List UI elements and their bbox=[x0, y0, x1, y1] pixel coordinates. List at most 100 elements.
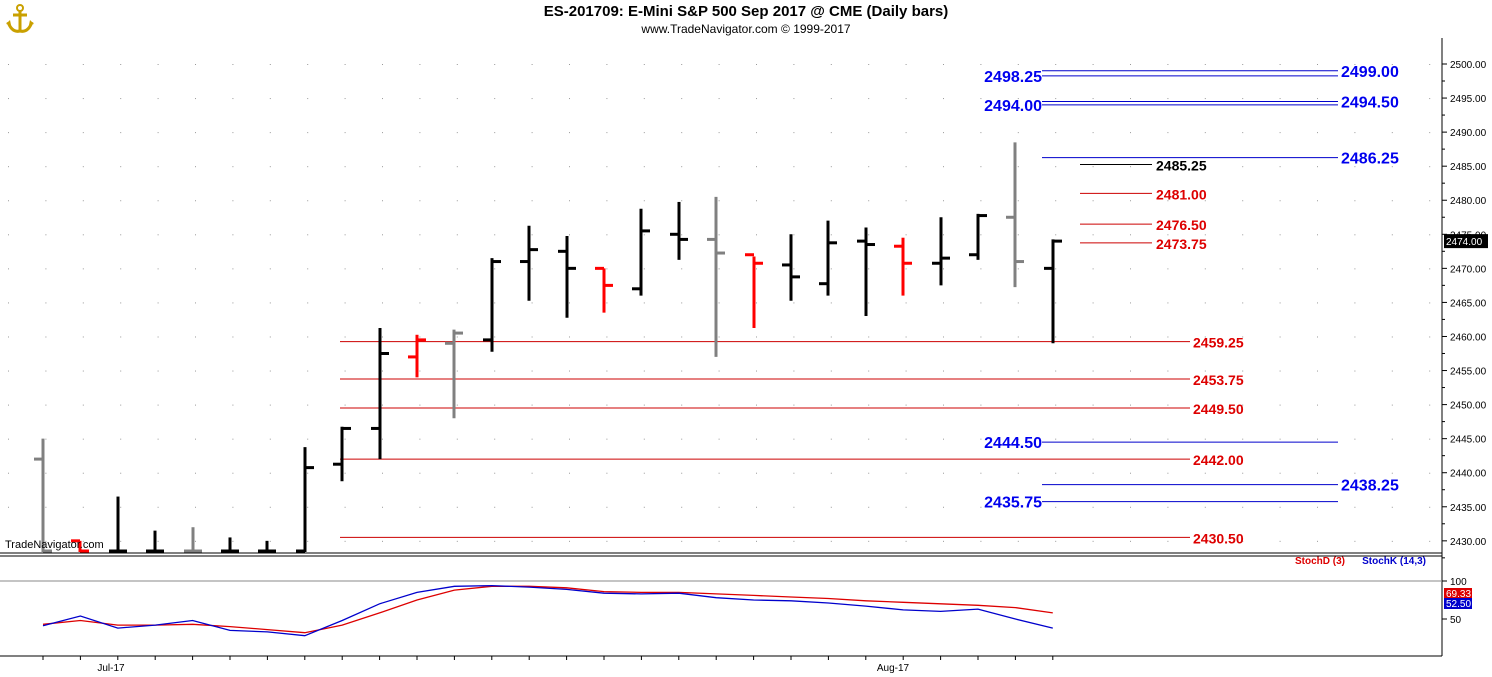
grid-dot bbox=[82, 370, 84, 372]
grid-dot bbox=[1055, 336, 1057, 338]
grid-dot bbox=[980, 302, 982, 304]
grid-dot bbox=[120, 438, 122, 440]
grid-dot bbox=[419, 200, 421, 202]
grid-dot bbox=[120, 98, 122, 100]
grid-dot bbox=[980, 472, 982, 474]
grid-dot bbox=[1017, 200, 1019, 202]
grid-dot bbox=[494, 166, 496, 168]
grid-dot bbox=[905, 472, 907, 474]
grid-dot bbox=[980, 540, 982, 542]
grid-dot bbox=[269, 336, 271, 338]
grid-dot bbox=[830, 370, 832, 372]
grid-dot bbox=[120, 200, 122, 202]
grid-dot bbox=[494, 234, 496, 236]
grid-dot bbox=[1204, 200, 1206, 202]
grid-dot bbox=[756, 268, 757, 270]
grid-dot bbox=[681, 336, 683, 338]
grid-dot bbox=[943, 370, 944, 372]
ohlc-bar bbox=[782, 234, 800, 301]
grid-dot bbox=[1317, 336, 1318, 338]
grid-dot bbox=[1092, 98, 1094, 100]
grid-dot bbox=[606, 506, 608, 508]
grid-dot bbox=[494, 268, 496, 270]
chart-header: ES-201709: E-Mini S&P 500 Sep 2017 @ CME… bbox=[0, 0, 1492, 38]
grid-dot bbox=[382, 132, 383, 134]
grid-dot bbox=[830, 506, 832, 508]
grid-dot bbox=[793, 302, 795, 304]
grid-dot bbox=[1242, 506, 1244, 508]
grid-dot bbox=[1242, 132, 1244, 134]
grid-dot bbox=[157, 234, 159, 236]
grid-dot bbox=[756, 540, 757, 542]
grid-dot bbox=[756, 234, 757, 236]
grid-dot bbox=[1317, 540, 1318, 542]
grid-dot bbox=[1092, 438, 1094, 440]
grid-dot bbox=[1055, 132, 1057, 134]
grid-dot bbox=[1317, 234, 1318, 236]
grid-dot bbox=[1242, 200, 1244, 202]
grid-dot bbox=[1429, 200, 1431, 202]
grid-dot bbox=[718, 540, 720, 542]
grid-dot bbox=[456, 472, 458, 474]
grid-dot bbox=[45, 336, 47, 338]
grid-dot bbox=[8, 166, 9, 168]
grid-dot bbox=[157, 506, 159, 508]
grid-dot bbox=[1017, 370, 1019, 372]
grid-dot bbox=[531, 268, 533, 270]
grid-dot bbox=[756, 302, 757, 304]
grid-dot bbox=[419, 302, 421, 304]
grid-dot bbox=[606, 200, 608, 202]
ohlc-bar bbox=[146, 530, 164, 553]
grid-dot bbox=[718, 268, 720, 270]
grid-dot bbox=[1130, 98, 1131, 100]
grid-dot bbox=[307, 268, 309, 270]
grid-dot bbox=[1017, 98, 1019, 100]
grid-dot bbox=[718, 472, 720, 474]
grid-dot bbox=[1317, 506, 1318, 508]
grid-dot bbox=[943, 200, 944, 202]
grid-dot bbox=[456, 506, 458, 508]
grid-dot bbox=[120, 166, 122, 168]
grid-dot bbox=[643, 336, 645, 338]
grid-dot bbox=[1391, 540, 1393, 542]
grid-dot bbox=[756, 404, 757, 406]
grid-dot bbox=[1017, 64, 1019, 65]
grid-dot bbox=[8, 64, 9, 65]
grid-dot bbox=[1429, 64, 1431, 65]
grid-dot bbox=[494, 404, 496, 406]
grid-dot bbox=[382, 540, 383, 542]
grid-dot bbox=[456, 166, 458, 168]
grid-dot bbox=[943, 302, 944, 304]
grid-dot bbox=[943, 166, 944, 168]
grid-dot bbox=[232, 234, 234, 236]
price-tick-label: 2430.00 bbox=[1450, 537, 1487, 548]
grid-dot bbox=[1429, 438, 1431, 440]
grid-dot bbox=[494, 200, 496, 202]
ohlc-bar bbox=[520, 225, 538, 301]
anchor-logo-icon[interactable] bbox=[4, 3, 36, 35]
grid-dot bbox=[756, 200, 757, 202]
grid-dot bbox=[195, 234, 196, 236]
grid-dot bbox=[307, 200, 309, 202]
grid-dot bbox=[980, 404, 982, 406]
grid-dot bbox=[269, 64, 271, 65]
grid-dot bbox=[456, 540, 458, 542]
level-label-2481.00: 2481.00 bbox=[1156, 186, 1207, 202]
grid-dot bbox=[1167, 200, 1169, 202]
grid-dot bbox=[344, 472, 346, 474]
grid-dot bbox=[456, 234, 458, 236]
grid-dot bbox=[1017, 404, 1019, 406]
grid-dot bbox=[494, 438, 496, 440]
grid-dot bbox=[569, 166, 570, 168]
grid-dot bbox=[569, 370, 570, 372]
grid-dot bbox=[1055, 506, 1057, 508]
grid-dot bbox=[1092, 132, 1094, 134]
grid-dot bbox=[456, 64, 458, 65]
grid-dot bbox=[793, 166, 795, 168]
grid-dot bbox=[456, 370, 458, 372]
grid-dot bbox=[943, 64, 944, 65]
grid-dot bbox=[494, 540, 496, 542]
grid-dot bbox=[1242, 64, 1244, 65]
grid-dot bbox=[1317, 268, 1318, 270]
